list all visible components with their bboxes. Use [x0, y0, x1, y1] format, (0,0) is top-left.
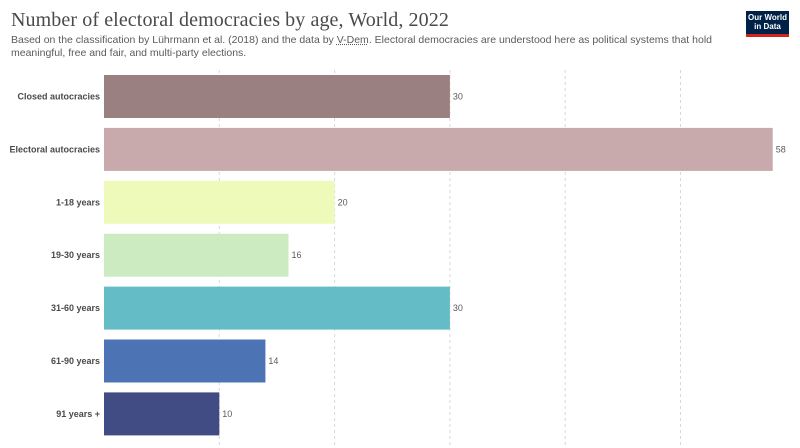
logo-line-1: Our World	[748, 13, 787, 22]
value-label-closed-autocracies: 30	[453, 92, 463, 102]
bar-91-years[interactable]	[104, 392, 220, 436]
category-label-91-years: 91 years +	[56, 409, 100, 419]
bar-electoral-autocracies[interactable]	[104, 127, 773, 171]
subtitle-text-end: . Electoral democracies are understood h…	[11, 34, 712, 59]
bar-31-60-years[interactable]	[104, 286, 450, 330]
category-label-electoral-autocracies: Electoral autocracies	[9, 144, 100, 154]
bar-1-18-years[interactable]	[104, 180, 335, 224]
logo-accent-bar	[746, 34, 789, 37]
logo-line-2: in Data	[754, 21, 781, 31]
subtitle-text-start: Based on the classification by Lührmann …	[11, 34, 337, 46]
category-label-19-30-years: 19-30 years	[51, 250, 100, 260]
bar-19-30-years[interactable]	[104, 233, 289, 277]
category-label-31-60-years: 31-60 years	[51, 303, 100, 313]
value-label-91-years: 10	[222, 409, 232, 419]
value-label-61-90-years: 14	[268, 356, 278, 366]
chart-title: Number of electoral democracies by age, …	[11, 9, 449, 31]
category-label-61-90-years: 61-90 years	[51, 356, 100, 366]
chart-subtitle: Based on the classification by Lührmann …	[11, 34, 726, 59]
bar-closed-autocracies[interactable]	[104, 75, 450, 118]
value-label-19-30-years: 16	[291, 250, 301, 260]
value-label-electoral-autocracies: 58	[776, 144, 786, 154]
category-label-1-18-years: 1-18 years	[56, 197, 100, 207]
value-label-1-18-years: 20	[338, 197, 348, 207]
category-label-closed-autocracies: Closed autocracies	[17, 92, 100, 102]
owid-logo[interactable]: Our World in Data	[746, 11, 789, 37]
vdem-link[interactable]: V-Dem	[336, 34, 369, 46]
value-label-31-60-years: 30	[453, 303, 463, 313]
bar-61-90-years[interactable]	[104, 339, 266, 383]
